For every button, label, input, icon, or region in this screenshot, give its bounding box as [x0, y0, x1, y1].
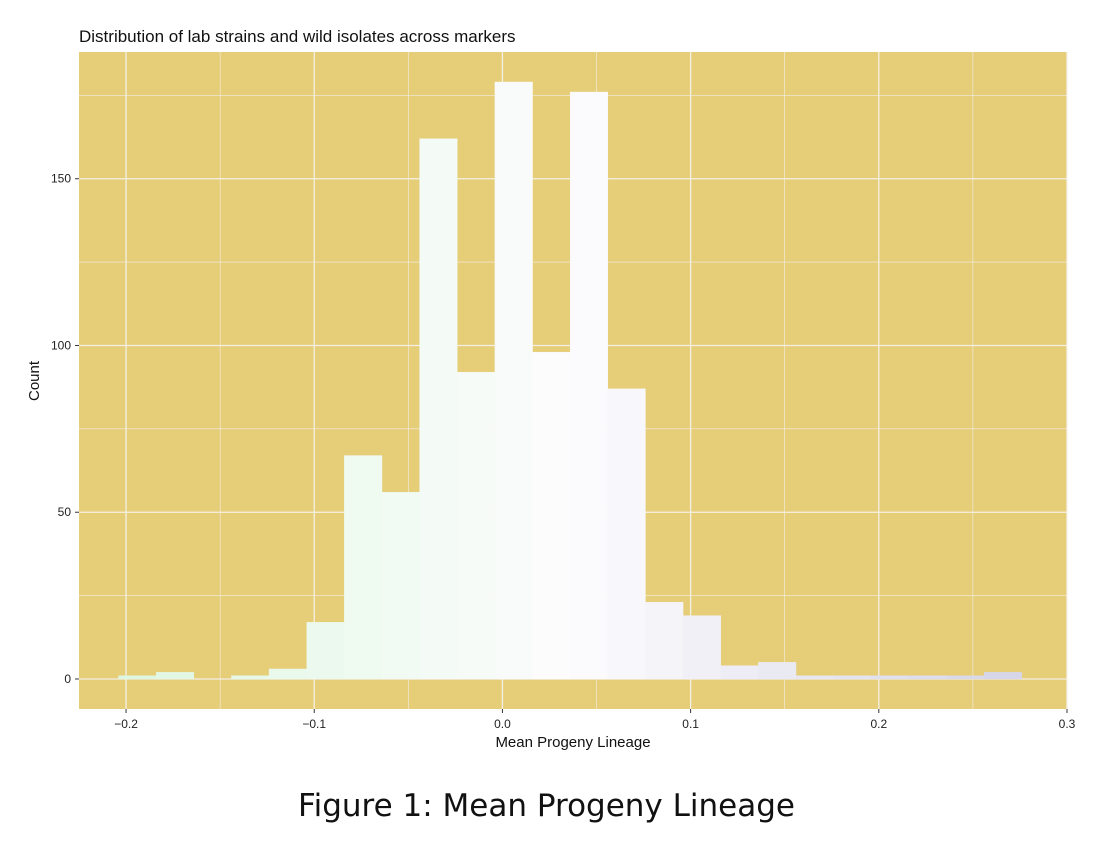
histogram-bar — [532, 351, 571, 680]
chart-title: Distribution of lab strains and wild iso… — [79, 27, 516, 46]
x-tick-label: −0.1 — [302, 717, 326, 731]
histogram-bar — [231, 675, 270, 680]
x-tick-label: 0.1 — [682, 717, 699, 731]
histogram-bars — [118, 81, 1023, 680]
histogram-bar — [494, 81, 533, 680]
histogram-bar — [871, 675, 910, 680]
histogram-bar — [607, 388, 646, 680]
histogram-bar — [155, 672, 194, 680]
histogram-bar — [833, 675, 872, 680]
x-tick-label: 0.2 — [870, 717, 887, 731]
histogram-bar — [795, 675, 834, 680]
histogram-bar — [569, 91, 609, 680]
x-tick-label: −0.2 — [114, 717, 138, 731]
x-tick-label: 0.0 — [494, 717, 511, 731]
y-tick-label: 0 — [64, 672, 71, 686]
histogram-bar — [720, 665, 759, 680]
histogram-bar — [381, 492, 420, 680]
histogram-bar — [457, 371, 496, 680]
x-tick-label: 0.3 — [1059, 717, 1076, 731]
histogram-chart: Distribution of lab strains and wild iso… — [26, 27, 1076, 751]
y-tick-label: 50 — [58, 505, 72, 519]
histogram-bar — [908, 675, 947, 680]
histogram-bar — [682, 615, 721, 680]
y-axis-ticks: 0 50 100 150 — [51, 172, 79, 686]
y-tick-label: 150 — [51, 172, 71, 186]
x-axis-ticks: −0.2 −0.1 0.0 0.1 0.2 0.3 — [114, 709, 1076, 731]
histogram-bar — [419, 138, 458, 680]
histogram-bar — [344, 455, 383, 680]
histogram-bar — [758, 662, 797, 680]
histogram-bar — [306, 622, 345, 680]
x-axis-label: Mean Progeny Lineage — [495, 734, 650, 751]
histogram-bar — [645, 602, 684, 680]
y-axis-label: Count — [26, 360, 43, 401]
figure-caption: Figure 1: Mean Progeny Lineage — [298, 788, 795, 824]
histogram-bar — [268, 668, 307, 680]
histogram-bar — [983, 672, 1023, 680]
y-tick-label: 100 — [51, 338, 71, 352]
histogram-bar — [118, 675, 157, 680]
histogram-bar — [946, 675, 985, 680]
